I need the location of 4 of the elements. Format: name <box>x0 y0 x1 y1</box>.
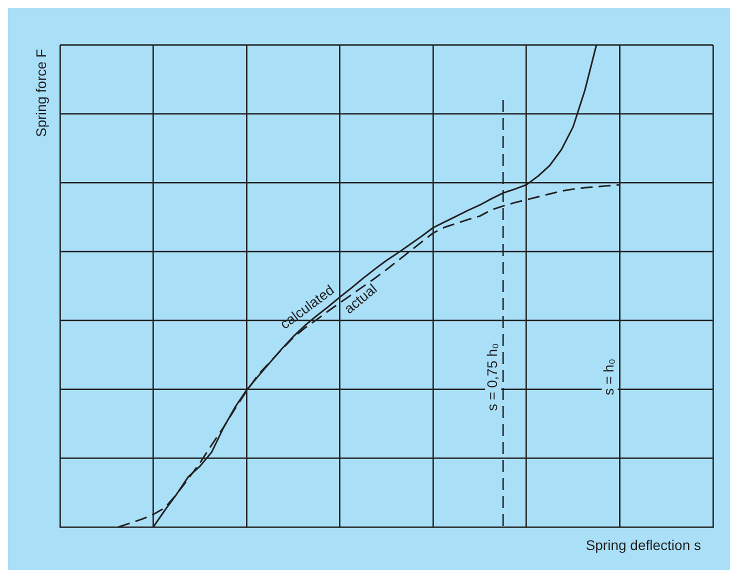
x-axis-title: Spring deflection s <box>586 536 701 553</box>
annotation: s = h₀ <box>600 358 617 396</box>
y-axis-title: Spring force F <box>32 49 49 137</box>
annotation: s = 0,75 h₀ <box>484 342 500 411</box>
